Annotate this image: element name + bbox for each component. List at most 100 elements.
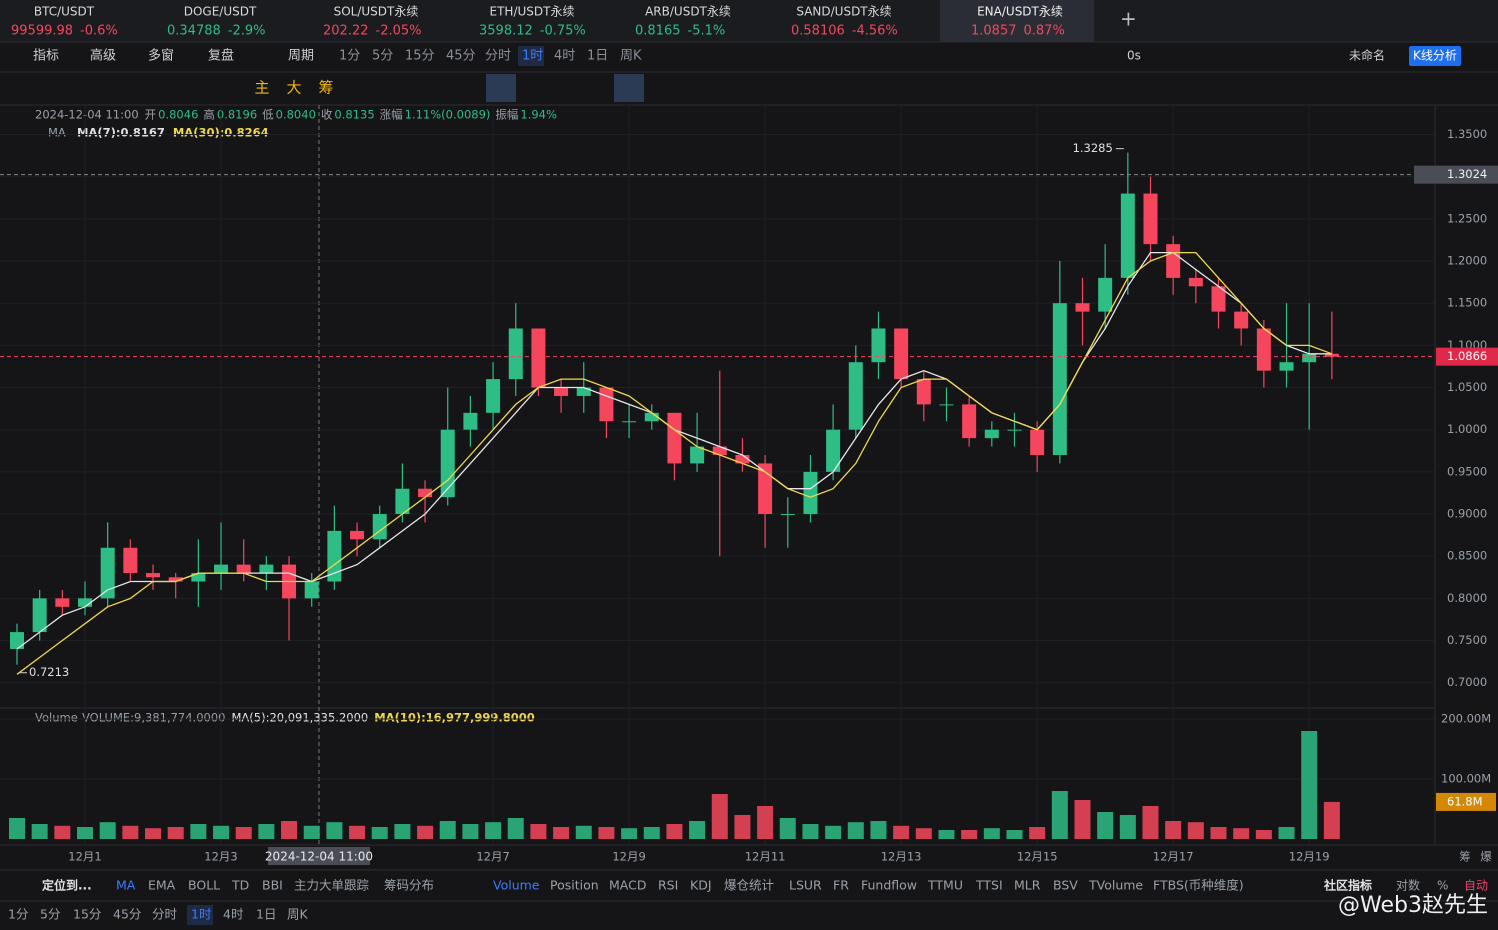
interval[interactable]: 分时 [485,49,511,64]
candle-body [1098,277,1113,312]
toolbar-item[interactable]: 高级 [90,48,116,64]
interval[interactable]: 4时 [554,49,575,64]
tab-price[interactable]: 1.0857 [971,24,1017,39]
drawing-tool[interactable]: 筹 [318,79,333,97]
candle-body [1075,303,1090,312]
sub-indicator[interactable]: FTBS(币种维度) [1153,878,1244,893]
toolbar-item[interactable]: 周期 [288,49,314,64]
interval[interactable]: 1分 [8,907,28,922]
tab-symbol[interactable]: ARB/USDT永续 [645,5,731,19]
interval[interactable]: 5分 [372,49,393,64]
active-tab[interactable] [940,0,1094,42]
drawing-tool[interactable]: 主 [254,79,269,97]
volume-bar [1210,827,1227,839]
tab-symbol[interactable]: ENA/USDT永续 [977,5,1063,19]
tab-change[interactable]: -0.6% [80,24,118,39]
main-indicator[interactable]: TD [231,878,249,893]
bottom-right[interactable]: % [1437,879,1448,893]
volume-bar [31,824,48,839]
toolbar-right[interactable]: 未命名 [1349,48,1385,63]
tab-symbol[interactable]: SAND/USDT永续 [796,5,891,19]
sub-indicator[interactable]: Position [550,878,599,893]
interval[interactable]: 分时 [152,907,178,922]
sub-indicator[interactable]: Fundflow [861,878,917,893]
sub-indicator[interactable]: TTSI [975,878,1003,893]
main-indicator[interactable]: 主力大单跟踪 [294,878,370,893]
volume-bar [1097,812,1114,839]
sub-indicator[interactable]: FR [833,878,849,893]
tab-price[interactable]: 0.34788 [167,24,221,39]
main-indicator[interactable]: MA [116,878,136,893]
main-indicator[interactable]: 筹码分布 [384,878,434,893]
interval[interactable]: 15分 [405,49,435,64]
info-label: 高 [203,108,215,122]
interval[interactable]: 周K [620,49,642,64]
tab-price[interactable]: 99599.98 [11,24,73,39]
interval[interactable]: 1时 [191,907,212,922]
tab-change[interactable]: -4.56% [852,24,898,39]
interval[interactable]: 1日 [256,907,276,922]
interval[interactable]: 1时 [522,49,543,64]
tab-symbol[interactable]: SOL/USDT永续 [334,5,419,19]
add-tab[interactable]: + [1120,7,1137,31]
candle-body [1120,193,1135,278]
tab-change[interactable]: -2.9% [228,24,266,39]
sub-indicator[interactable]: BSV [1053,878,1078,893]
tab-price[interactable]: 202.22 [323,24,369,39]
main-indicator[interactable]: EMA [148,878,176,893]
locate[interactable]: 定位到... [42,878,92,893]
tab-change[interactable]: 0.87% [1024,24,1065,39]
sub-indicator[interactable]: TVolume [1088,878,1143,893]
toolbar-item[interactable]: 复盘 [208,48,234,64]
interval[interactable]: 5分 [40,907,60,922]
main-indicator[interactable]: BOLL [188,878,220,893]
main-indicator[interactable]: BBI [262,878,283,893]
sub-indicator[interactable]: Volume [493,878,540,893]
candle-body [690,446,705,464]
bottom-right[interactable]: 社区指标 [1323,878,1372,893]
sub-indicator[interactable]: RSI [658,878,678,893]
bottom-right[interactable]: 自动 [1464,879,1488,893]
y-tick-label: 1.0000 [1447,422,1487,436]
candle-body [327,530,342,582]
x-tick-label: 12月1 [68,850,101,864]
sub-indicator[interactable]: KDJ [690,878,712,893]
interval[interactable]: 周K [287,907,309,922]
sub-indicator[interactable]: TTMU [927,878,963,893]
interval[interactable]: 15分 [73,907,101,922]
tab-price[interactable]: 0.8165 [635,24,681,39]
tab-price[interactable]: 3598.12 [479,24,533,39]
interval[interactable]: 45分 [113,907,141,922]
tab-change[interactable]: -0.75% [540,24,586,39]
volume-bar [394,824,411,839]
candle-body [667,412,682,464]
interval[interactable]: 1日 [587,49,608,64]
candle-body [78,598,93,607]
sub-indicator[interactable]: MLR [1014,878,1041,893]
y-tick-label: 1.1500 [1447,296,1487,310]
toolbar-right[interactable]: 0s [1127,49,1141,63]
toolbar-right[interactable]: K线分析 [1413,49,1457,63]
active-tool[interactable] [486,74,516,102]
tab-price[interactable]: 0.58106 [791,24,845,39]
tab-change[interactable]: -2.05% [376,24,422,39]
tab-symbol[interactable]: ETH/USDT永续 [490,5,575,19]
interval[interactable]: 4时 [223,907,244,922]
interval[interactable]: 45分 [446,49,476,64]
analysis-button[interactable] [1409,46,1461,66]
sub-indicator[interactable]: MACD [609,878,646,893]
drawing-tool[interactable]: 大 [286,79,301,97]
tab-symbol[interactable]: BTC/USDT [34,5,95,19]
candle-body [440,429,455,498]
tab-symbol[interactable]: DOGE/USDT [184,5,257,19]
candle-body [1188,277,1203,287]
interval[interactable]: 1分 [339,49,360,64]
tab-change[interactable]: -5.1% [688,24,726,39]
toolbar-item[interactable]: 指标 [33,49,59,64]
bottom-right[interactable]: 对数 [1396,878,1420,893]
active-tool[interactable] [614,74,644,102]
sub-indicator[interactable]: 爆仓统计 [724,878,774,893]
volume-bar [893,825,910,839]
toolbar-item[interactable]: 多窗 [148,48,174,64]
sub-indicator[interactable]: LSUR [789,878,822,893]
